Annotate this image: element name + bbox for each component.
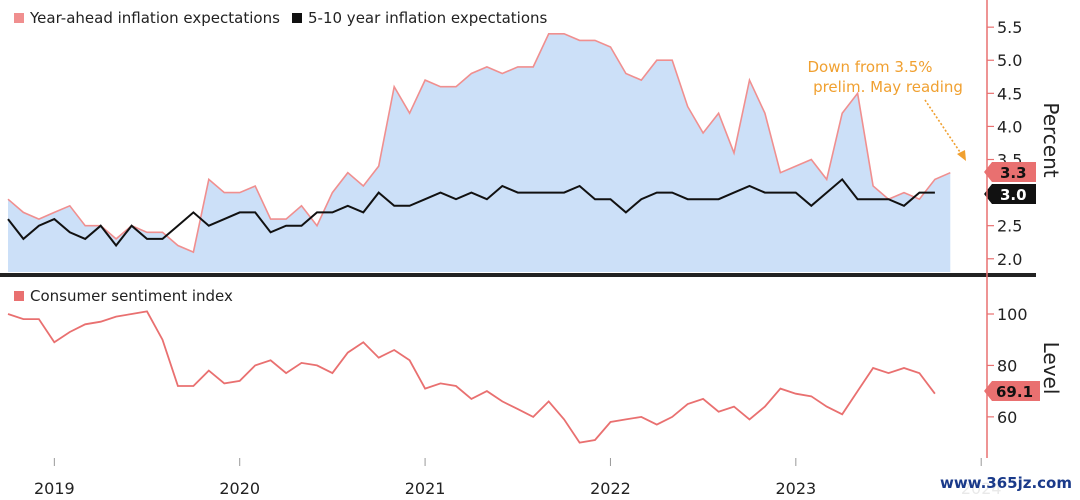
top-y-tick-label: 4.5 <box>997 84 1022 103</box>
bottom-panel: 60 80 100 Level Consumer sentiment index 6… <box>7 286 1063 444</box>
top-y-tick-label: 4.0 <box>997 117 1022 136</box>
badge-sentiment: 69.1 <box>984 381 1040 401</box>
annotation-line-1: Down from 3.5% <box>807 58 932 76</box>
badge-sentiment-value: 69.1 <box>996 383 1033 401</box>
year-ahead-line <box>7 33 951 254</box>
legend-label-year-ahead: Year-ahead inflation expectations <box>29 9 280 27</box>
bottom-y-axis-title: Level <box>1039 342 1063 395</box>
bottom-legend: Consumer sentiment index <box>10 286 233 308</box>
top-panel: 2.02.53.03.54.04.55.05.5 Percent Year-ah… <box>7 8 1063 272</box>
top-y-tick-label: 5.0 <box>997 51 1022 70</box>
bottom-y-ticks: 60 80 100 <box>987 305 1028 427</box>
top-y-ticks: 2.02.53.03.54.04.55.05.5 <box>987 18 1022 269</box>
badge-year-ahead-value: 3.3 <box>1000 164 1027 182</box>
legend-swatch-sentiment <box>14 291 24 301</box>
legend-label-5-10-year: 5-10 year inflation expectations <box>308 9 548 27</box>
badge-5-10-year: 3.0 <box>984 184 1036 204</box>
x-tick-label: 2022 <box>590 479 631 498</box>
watermark: www.365jz.com <box>926 470 1076 494</box>
long-run-line <box>7 177 935 248</box>
x-tick-label: 2023 <box>775 479 816 498</box>
annotation: Down from 3.5% prelim. May reading <box>807 58 966 161</box>
top-y-tick-label: 2.0 <box>997 250 1022 269</box>
x-tick-label: 2021 <box>405 479 446 498</box>
badge-5-10-year-value: 3.0 <box>1000 186 1027 204</box>
badge-year-ahead: 3.3 <box>984 162 1036 182</box>
top-legend: Year-ahead inflation expectations 5-10 y… <box>10 8 558 30</box>
legend-swatch-year-ahead <box>14 13 24 23</box>
sentiment-line <box>7 310 936 444</box>
legend-label-sentiment: Consumer sentiment index <box>30 287 233 305</box>
x-axis: 201920202021202220232024 <box>34 458 1002 498</box>
bottom-y-tick-label: 100 <box>997 305 1028 324</box>
legend-swatch-5-10-year <box>292 13 302 23</box>
x-tick-label: 2019 <box>34 479 75 498</box>
panel-separator <box>0 273 1036 277</box>
top-y-tick-label: 5.5 <box>997 18 1022 37</box>
bottom-y-tick-label: 60 <box>997 408 1017 427</box>
bottom-y-tick-label: 80 <box>997 356 1017 375</box>
annotation-arrowhead <box>957 150 966 161</box>
watermark-text: www.365jz.com <box>940 474 1072 492</box>
x-tick-label: 2020 <box>219 479 260 498</box>
top-y-axis-title: Percent <box>1039 102 1063 177</box>
annotation-line-2: prelim. May reading <box>813 78 963 96</box>
top-y-tick-label: 2.5 <box>997 217 1022 236</box>
annotation-arrow <box>924 99 965 159</box>
